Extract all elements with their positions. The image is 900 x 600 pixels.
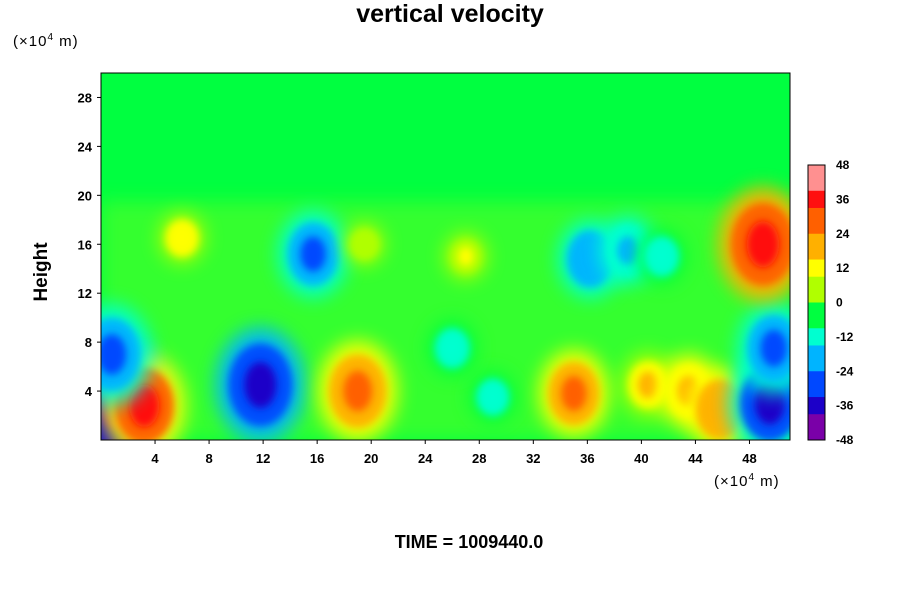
colorbar-swatch [808,173,825,183]
plot-frame [100,72,791,441]
x-tick-label: 12 [256,451,270,466]
field-feature [636,228,687,285]
colorbar-tick-label: 36 [836,192,850,206]
colorbar-swatch [808,268,825,278]
colorbar-tick-label: -36 [836,399,854,413]
colorbar-swatch [808,165,825,175]
colorbar-swatch [808,414,825,424]
x-tick-label: 8 [205,451,212,466]
chart-title: vertical velocity [356,0,544,28]
y-tick-label: 28 [78,90,92,105]
field-feature [344,222,385,266]
x-tick-label: 24 [418,451,433,466]
colorbar-tick-label: -24 [836,364,854,378]
colorbar-swatch [808,354,825,364]
x-axis: 4 8 12 16 20 24 28 32 36 40 44 48 [151,440,757,466]
y-unit-label: (×104 m) [13,32,79,50]
x-tick-label: 4 [151,451,159,466]
colorbar-swatch [808,190,825,200]
field-feature [469,371,517,424]
field-feature [427,320,478,377]
colorbar-swatch [808,259,825,269]
field-feature [736,302,790,395]
colorbar-swatch [808,431,825,441]
colorbar-swatch [808,199,825,209]
y-tick-label: 16 [78,237,92,252]
colorbar-swatch [808,362,825,372]
colorbar-tick-label: 0 [836,296,843,310]
x-tick-label: 28 [472,451,486,466]
colorbar-swatch [808,293,825,303]
colorbar-swatch [808,371,825,381]
colorbar-tick-label: 48 [836,158,850,172]
field-feature [718,186,790,302]
heatmap-field [101,73,790,440]
colorbar-swatch [808,250,825,261]
x-tick-label: 40 [634,451,648,466]
y-axis: 4 8 12 16 20 24 28 [78,90,101,399]
colorbar-swatch [808,422,825,432]
colorbar-swatch [808,311,825,321]
x-tick-label: 20 [364,451,378,466]
field-feature [317,340,398,440]
x-tick-label: 16 [310,451,324,466]
colorbar-swatch [808,319,825,329]
colorbar-swatch [808,182,825,192]
field-feature [158,212,206,265]
x-tick-label: 36 [580,451,594,466]
field-feature [444,232,488,281]
colorbar-swatch [808,302,825,312]
colorbar-frame [807,164,826,441]
colorbar-tick-label: 12 [836,261,850,275]
field-feature [538,349,610,438]
y-tick-label: 24 [78,139,93,154]
colorbar-swatch [808,233,825,243]
colorbar-swatch [808,285,825,295]
x-tick-label: 48 [742,451,756,466]
x-unit-label: (×104 m) [714,472,780,490]
field-feature [101,303,152,406]
colorbar-swatch [808,388,825,398]
colorbar-swatch [808,336,825,346]
x-tick-label: 32 [526,451,540,466]
y-tick-label: 4 [85,384,93,399]
colorbar-swatch [808,379,825,389]
colorbar: 48 36 24 12 0 -12 -24 -36 -48 [807,158,854,447]
colorbar-swatch [808,207,825,218]
colorbar-swatch [808,276,825,286]
y-tick-label: 12 [78,286,92,301]
colorbar-tick-label: 24 [836,227,850,241]
colorbar-swatch [808,345,825,355]
x-tick-label: 44 [688,451,703,466]
y-tick-label: 20 [78,188,92,203]
colorbar-swatch [808,328,825,338]
field-feature [277,210,349,299]
field-feature [215,327,306,440]
y-tick-label: 8 [85,335,92,350]
colorbar-swatch [808,397,825,407]
colorbar-swatch [808,242,825,252]
colorbar-swatch [808,225,825,235]
colorbar-tick-label: -12 [836,330,854,344]
colorbar-swatch [808,216,825,226]
colorbar-swatch [808,405,825,415]
colorbar-tick-label: -48 [836,433,854,447]
time-label: TIME = 1009440.0 [394,532,544,552]
